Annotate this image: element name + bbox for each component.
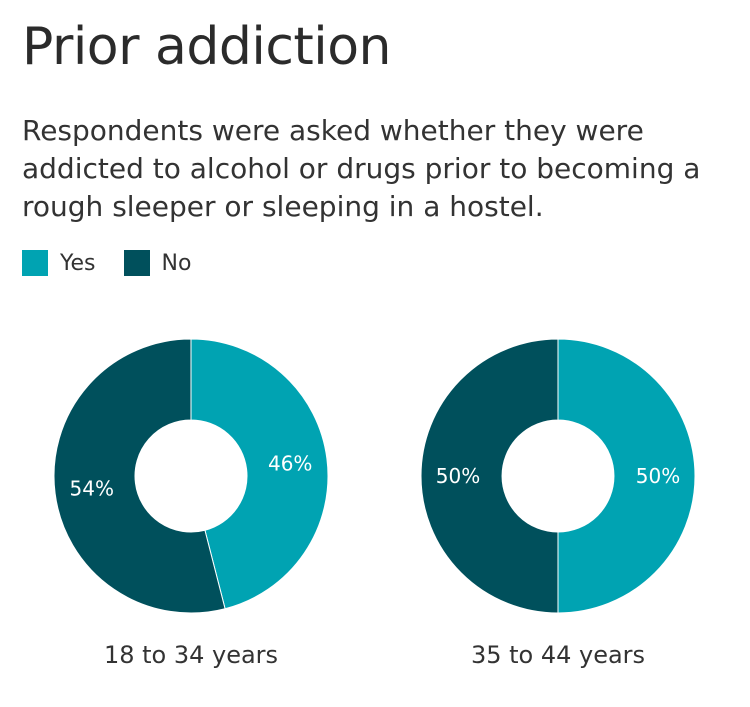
- slice-label-no-2: 50%: [436, 464, 480, 488]
- slice-label-no-1: 54%: [70, 477, 114, 501]
- donut-slice-yes-1: [190, 338, 329, 610]
- legend-item-no: No: [123, 250, 192, 276]
- legend-swatch-yes: [22, 250, 48, 276]
- chart-title: Prior addiction: [22, 17, 392, 77]
- donut-slice-no-2: [420, 338, 559, 614]
- slice-label-yes-2: 50%: [636, 464, 680, 488]
- category-label-2: 35 to 44 years: [471, 641, 645, 669]
- legend-item-yes: Yes: [22, 250, 96, 276]
- chart-subtitle: Respondents were asked whether they were…: [22, 114, 701, 223]
- legend: Yes No: [22, 250, 219, 276]
- legend-label-yes: Yes: [60, 250, 96, 276]
- donut-slice-yes-2: [557, 338, 696, 614]
- donut-slice-no-1: [53, 338, 226, 614]
- category-label-1: 18 to 34 years: [104, 641, 278, 669]
- legend-label-no: No: [161, 250, 192, 276]
- legend-swatch-no: [123, 250, 150, 276]
- slice-label-yes-1: 46%: [268, 451, 312, 475]
